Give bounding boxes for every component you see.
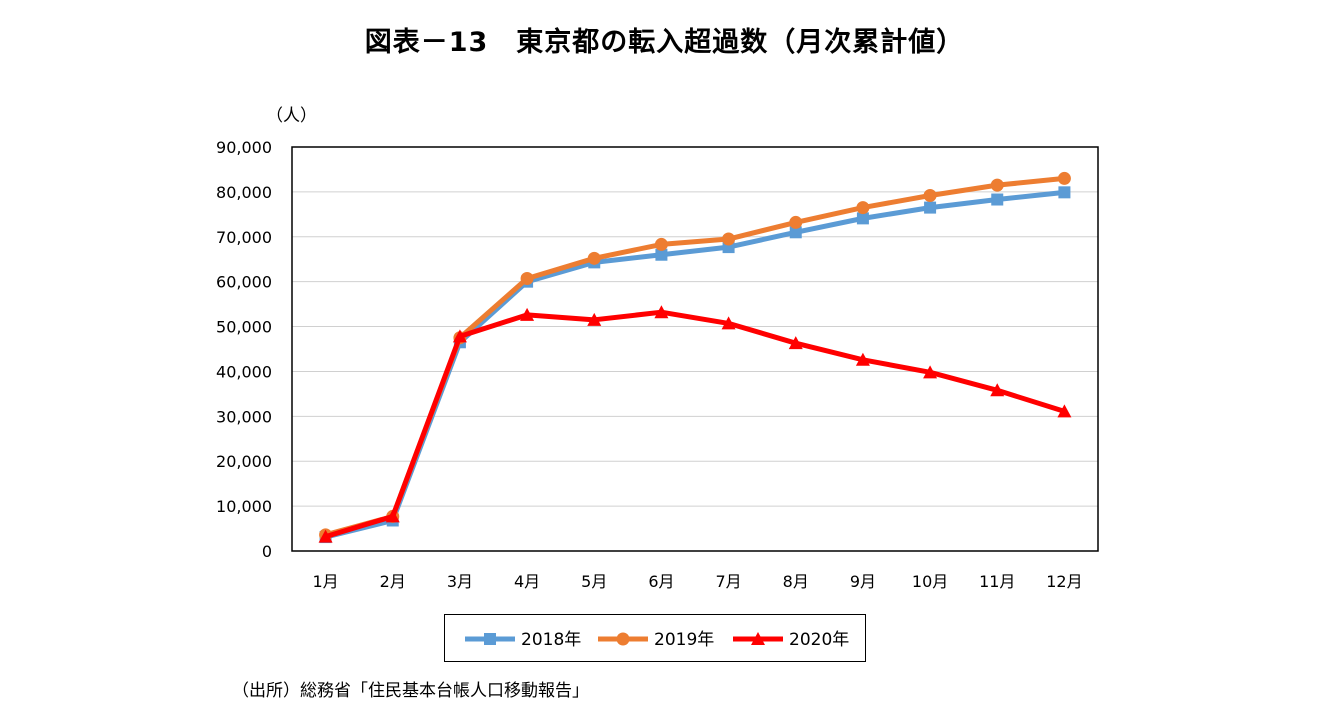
x-tick-label: 12月 (1046, 572, 1082, 591)
series-line (323, 309, 1067, 540)
series-group (318, 171, 1072, 544)
legend: 2018年 2019年 2020年 (444, 614, 866, 662)
y-tick-label: 60,000 (216, 273, 272, 292)
x-tick-label: 3月 (447, 572, 473, 591)
y-axis-unit-label: （人） (266, 106, 317, 126)
x-tick-label: 9月 (850, 572, 876, 591)
x-tick-label: 8月 (783, 572, 809, 591)
legend-marker (616, 632, 630, 646)
y-tick-label: 40,000 (216, 362, 272, 381)
data-point (789, 215, 803, 229)
y-tick-label: 20,000 (216, 452, 272, 471)
line-chart: 0 10,000 20,000 30,000 40,000 50,000 60,000 70,… (216, 138, 1099, 591)
data-point (587, 312, 602, 326)
y-tick-label: 80,000 (216, 183, 272, 202)
data-point (655, 248, 668, 261)
data-point (990, 178, 1004, 192)
x-tick-label: 11月 (979, 572, 1015, 591)
data-point (520, 272, 534, 286)
y-tick-label: 0 (262, 542, 272, 561)
data-point (654, 305, 669, 319)
legend-marker (751, 632, 765, 645)
data-point (990, 383, 1005, 397)
x-tick-label: 7月 (715, 572, 741, 591)
x-tick-label: 6月 (648, 572, 674, 591)
plot-area-frame (291, 146, 1099, 552)
x-axis-ticks: 1月 2月 3月 4月 5月 6月 7月 8月 9月 10月 11月 12月 (312, 572, 1082, 591)
x-tick-label: 1月 (312, 572, 338, 591)
y-tick-label: 70,000 (216, 228, 272, 247)
data-point (789, 226, 802, 239)
data-point (923, 365, 938, 379)
x-tick-label: 10月 (912, 572, 948, 591)
data-point (788, 336, 803, 350)
legend-item: 2020年 (733, 630, 849, 650)
legend-marker (484, 633, 496, 645)
data-point (587, 251, 601, 265)
data-point (855, 352, 870, 366)
data-point (856, 201, 870, 215)
x-tick-label: 4月 (514, 572, 540, 591)
y-axis-ticks: 0 10,000 20,000 30,000 40,000 50,000 60,000 70,… (216, 138, 272, 561)
legend-item: 2018年 (465, 630, 581, 650)
y-tick-label: 90,000 (216, 138, 272, 157)
legend-item: 2019年 (598, 630, 714, 650)
data-point (991, 193, 1004, 206)
data-point (1058, 186, 1071, 199)
data-point (520, 307, 535, 321)
data-point (318, 529, 333, 543)
legend-label: 2020年 (789, 630, 849, 650)
data-point (654, 237, 668, 251)
data-point (923, 188, 937, 202)
data-point (721, 316, 736, 330)
series-line (323, 175, 1067, 538)
y-tick-label: 10,000 (216, 497, 272, 516)
y-tick-label: 50,000 (216, 318, 272, 337)
data-point (856, 212, 869, 225)
chart-title: 図表－13 東京都の転入超過数（月次累計値） (364, 27, 965, 58)
data-point (1057, 404, 1072, 418)
series-2020年 (318, 305, 1072, 543)
data-point (385, 509, 400, 523)
x-tick-label: 2月 (380, 572, 406, 591)
y-tick-label: 30,000 (216, 407, 272, 426)
data-point (722, 232, 736, 246)
series-2019年 (319, 171, 1071, 542)
x-tick-label: 5月 (581, 572, 607, 591)
data-point (1057, 171, 1071, 185)
legend-label: 2018年 (521, 630, 581, 650)
data-point (924, 201, 937, 214)
data-point (452, 329, 467, 343)
legend-label: 2019年 (654, 630, 714, 650)
source-note: （出所）総務省「住民基本台帳人口移動報告」 (232, 681, 589, 701)
